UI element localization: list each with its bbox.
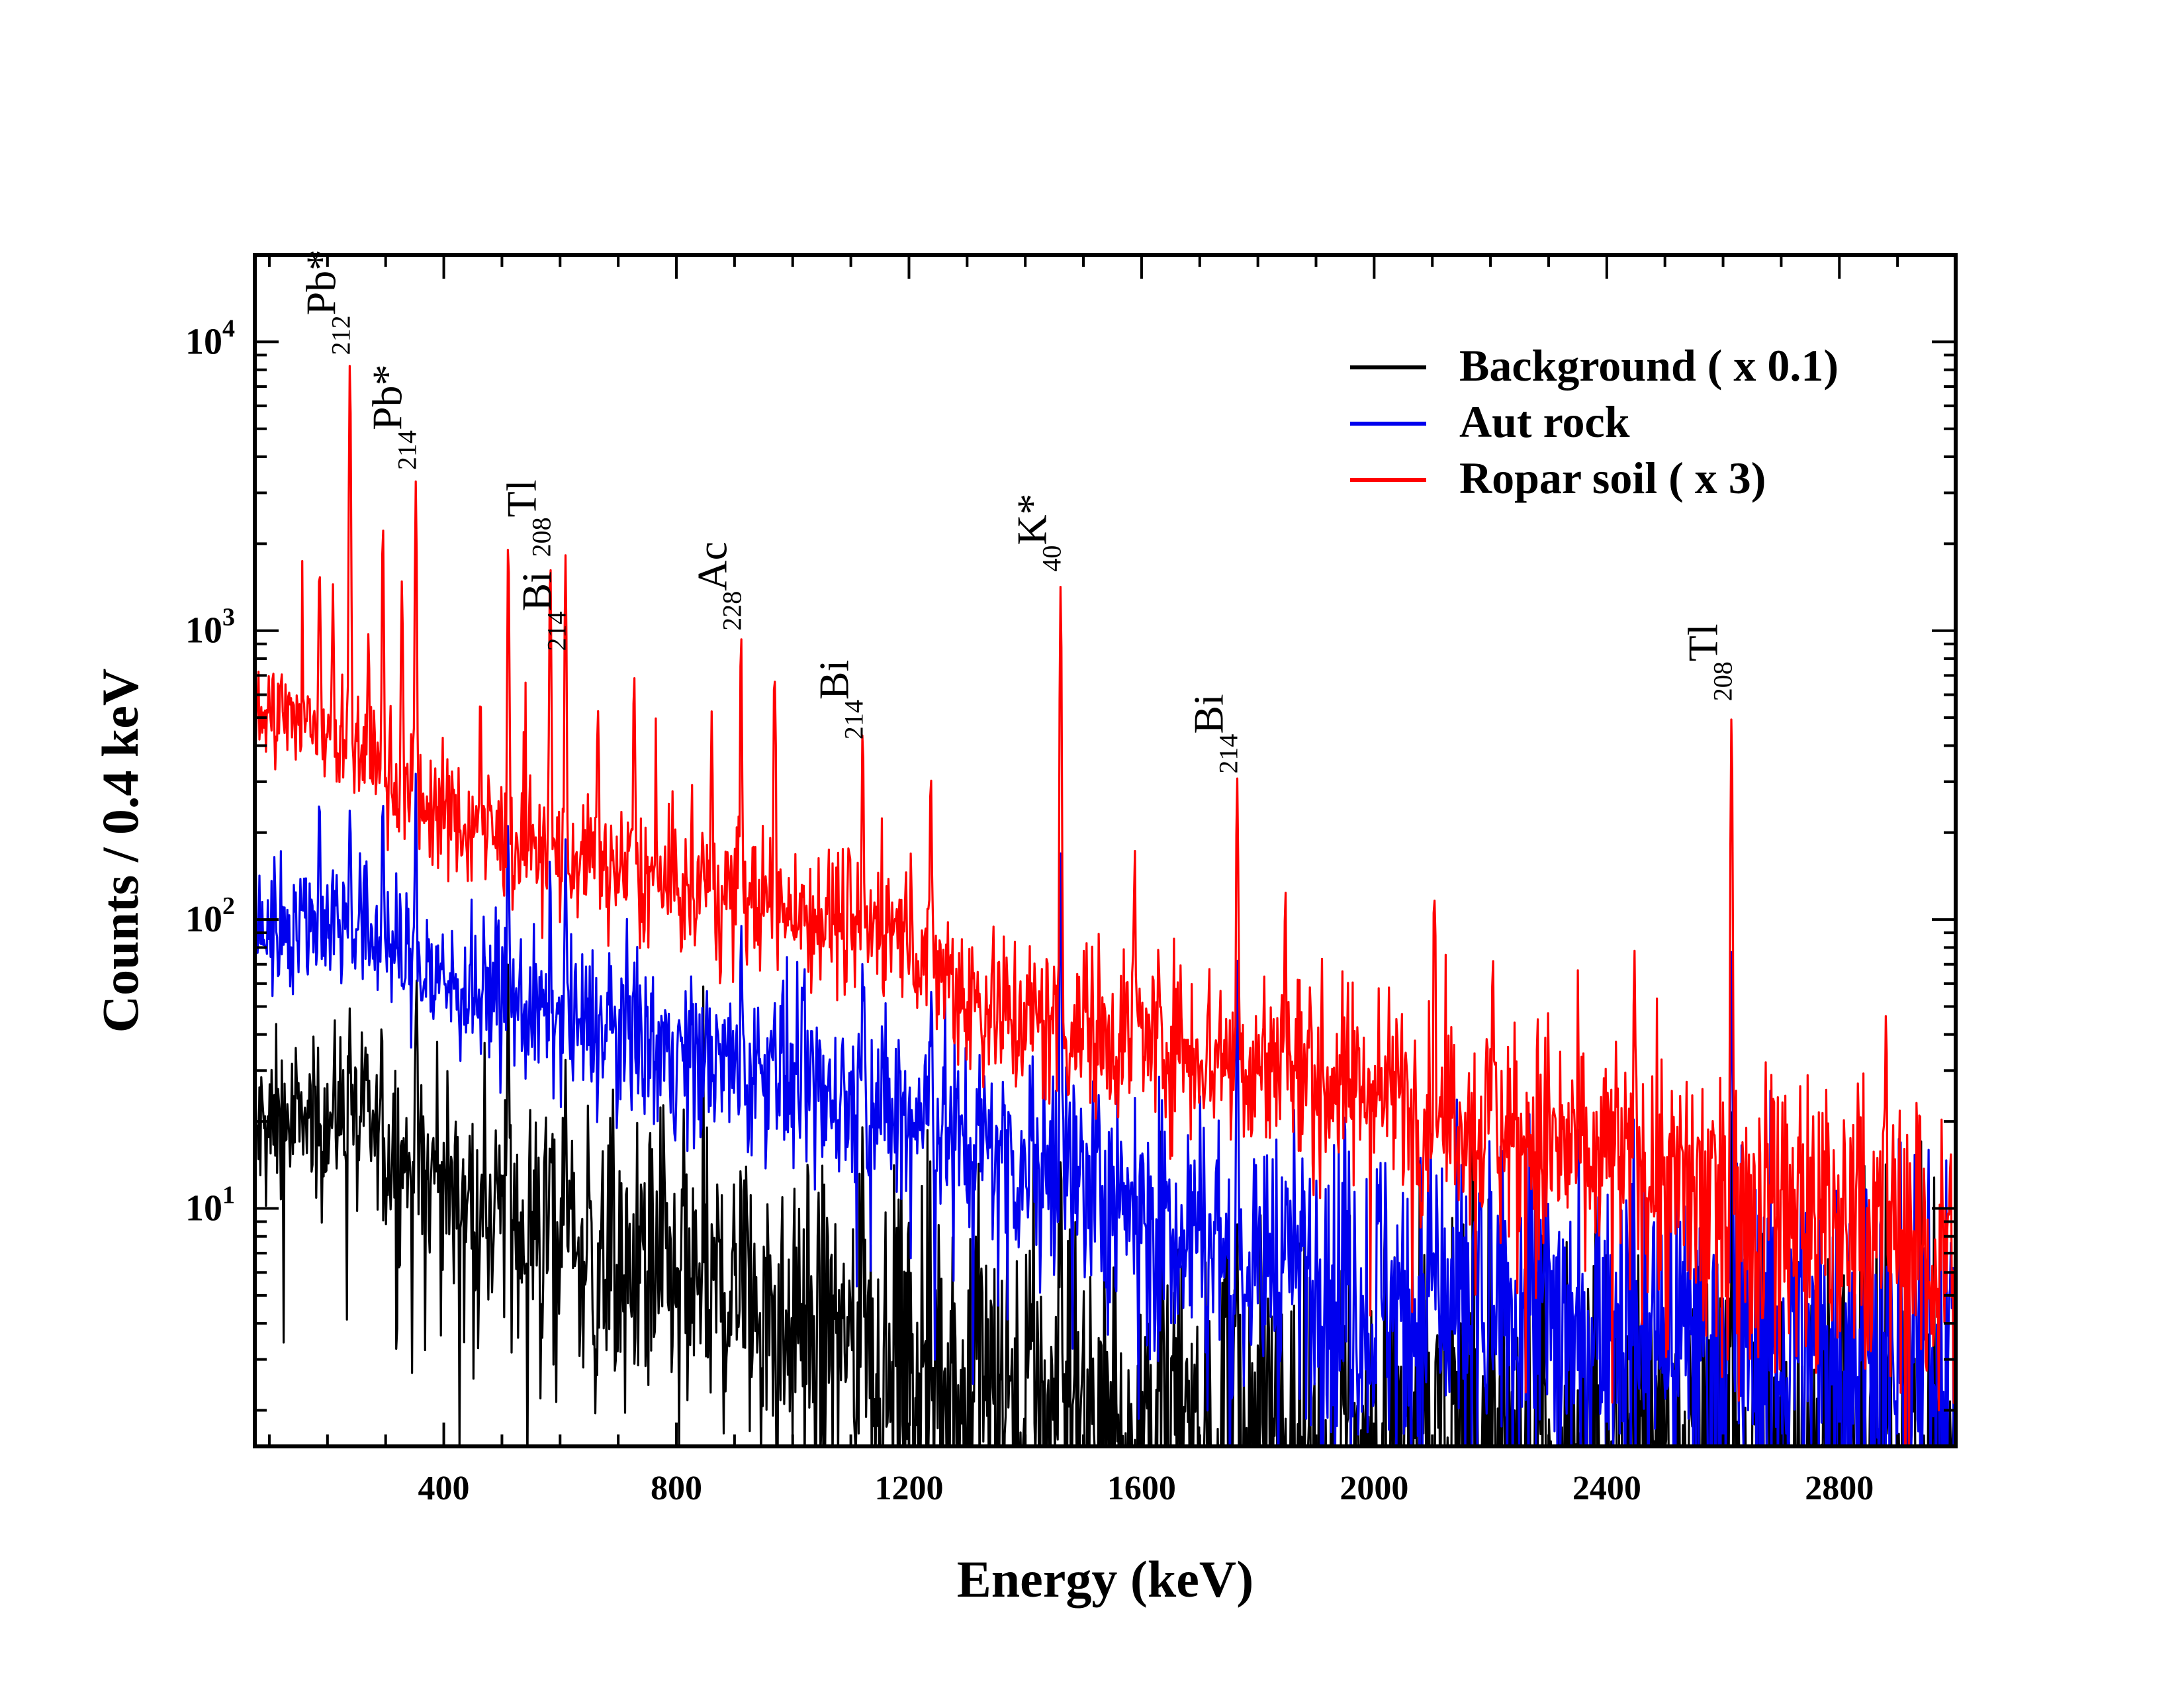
peak-label: 214Bi: [810, 660, 868, 739]
series-layer: [255, 365, 1956, 1446]
series-line-1: [255, 773, 1956, 1446]
y-axis-title: Counts / 0.4 keV: [91, 669, 149, 1033]
peak-label: 208Tl: [1679, 624, 1737, 701]
y-tick-label: 102: [185, 892, 235, 940]
peak-label: 214Bi: [513, 571, 571, 651]
y-tick-label: 103: [185, 604, 235, 651]
x-tick-label: 2800: [1805, 1470, 1874, 1507]
x-axis-title: Energy (keV): [957, 1550, 1253, 1608]
plot-frame: [253, 253, 1958, 1448]
peak-label: 228Ac: [689, 541, 747, 631]
legend: Background ( x 0.1) Aut rock Ropar soil ( …: [1350, 340, 1839, 503]
peak-label: 40K*: [1009, 493, 1067, 571]
annotation-layer: 212Pb*214Pb* 208Tl 214Bi 228Ac 214Bi 40K* 214B…: [298, 250, 1738, 774]
legend-label: Aut rock: [1459, 397, 1630, 447]
x-tick-label: 1600: [1107, 1470, 1176, 1507]
series-line-2: [255, 365, 1956, 1446]
series-line-0: [255, 963, 1956, 1446]
legend-label: Background ( x 0.1): [1459, 340, 1839, 391]
x-tick-label: 800: [651, 1470, 702, 1507]
y-tick-label: 101: [185, 1181, 235, 1229]
peak-label: 214Bi: [1185, 694, 1243, 773]
peak-label: 208Tl: [498, 479, 557, 557]
x-tick-label: 2000: [1340, 1470, 1408, 1507]
peak-label: 214Pb*: [363, 364, 422, 470]
y-tick-label: 104: [185, 314, 235, 362]
x-tick-label: 2400: [1572, 1470, 1641, 1507]
x-tick-label: 1200: [874, 1470, 943, 1507]
peak-label: 212Pb*: [298, 250, 356, 355]
x-tick-label: 400: [418, 1470, 470, 1507]
legend-label: Ropar soil ( x 3): [1459, 453, 1766, 503]
axes-layer: 400 800 1200 1600 2000 2400 2800 101 102 103 104: [185, 253, 1958, 1507]
